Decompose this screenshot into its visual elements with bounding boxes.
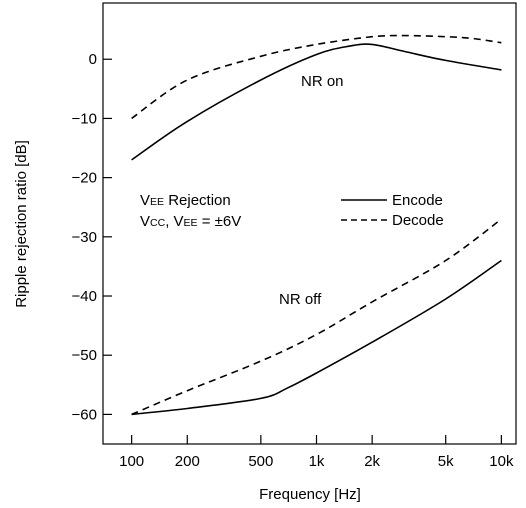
- legend: Encode Decode: [341, 192, 444, 229]
- x-tick-label: 5k: [438, 453, 454, 470]
- series-line-encode-nr-on: [131, 43, 502, 161]
- y-tick-label: −60: [72, 406, 97, 423]
- y-tick-label: −30: [72, 229, 97, 246]
- y-axis-title: Ripple rejection ratio [dB]: [13, 140, 30, 308]
- legend-decode-label: Decode: [392, 212, 444, 229]
- x-tick-label: 1k: [309, 453, 325, 470]
- y-tick-label: −40: [72, 288, 97, 305]
- x-axis-ticks: 100 200 500 1k 2k 5k 10k: [119, 435, 514, 470]
- plot-frame: [102, 2, 517, 445]
- y-tick-label: −10: [72, 110, 97, 127]
- series-line-decode-nr-on: [131, 34, 502, 120]
- x-tick-label: 500: [248, 453, 273, 470]
- plot-area-border: [102, 2, 517, 445]
- annotation-nr-on: NR on: [301, 73, 344, 90]
- x-tick-label: 2k: [364, 453, 380, 470]
- series-line-decode-nr-off: [131, 218, 502, 416]
- legend-encode-label: Encode: [392, 192, 443, 209]
- condition-supply: VCC, VEE = ±6V: [140, 213, 241, 230]
- y-tick-label: 0: [89, 51, 97, 68]
- y-tick-label: −50: [72, 347, 97, 364]
- x-axis-title: Frequency [Hz]: [259, 486, 361, 503]
- series-layer: [131, 34, 502, 416]
- y-axis-ticks: 0 −10 −20 −30 −40 −50 −60: [72, 51, 112, 423]
- x-tick-label: 10k: [489, 453, 514, 470]
- x-tick-label: 100: [119, 453, 144, 470]
- condition-title: VEE Rejection: [140, 192, 231, 209]
- x-tick-label: 200: [175, 453, 200, 470]
- y-tick-label: −20: [72, 170, 97, 187]
- annotation-nr-off: NR off: [279, 291, 322, 308]
- series-line-encode-nr-off: [131, 259, 502, 416]
